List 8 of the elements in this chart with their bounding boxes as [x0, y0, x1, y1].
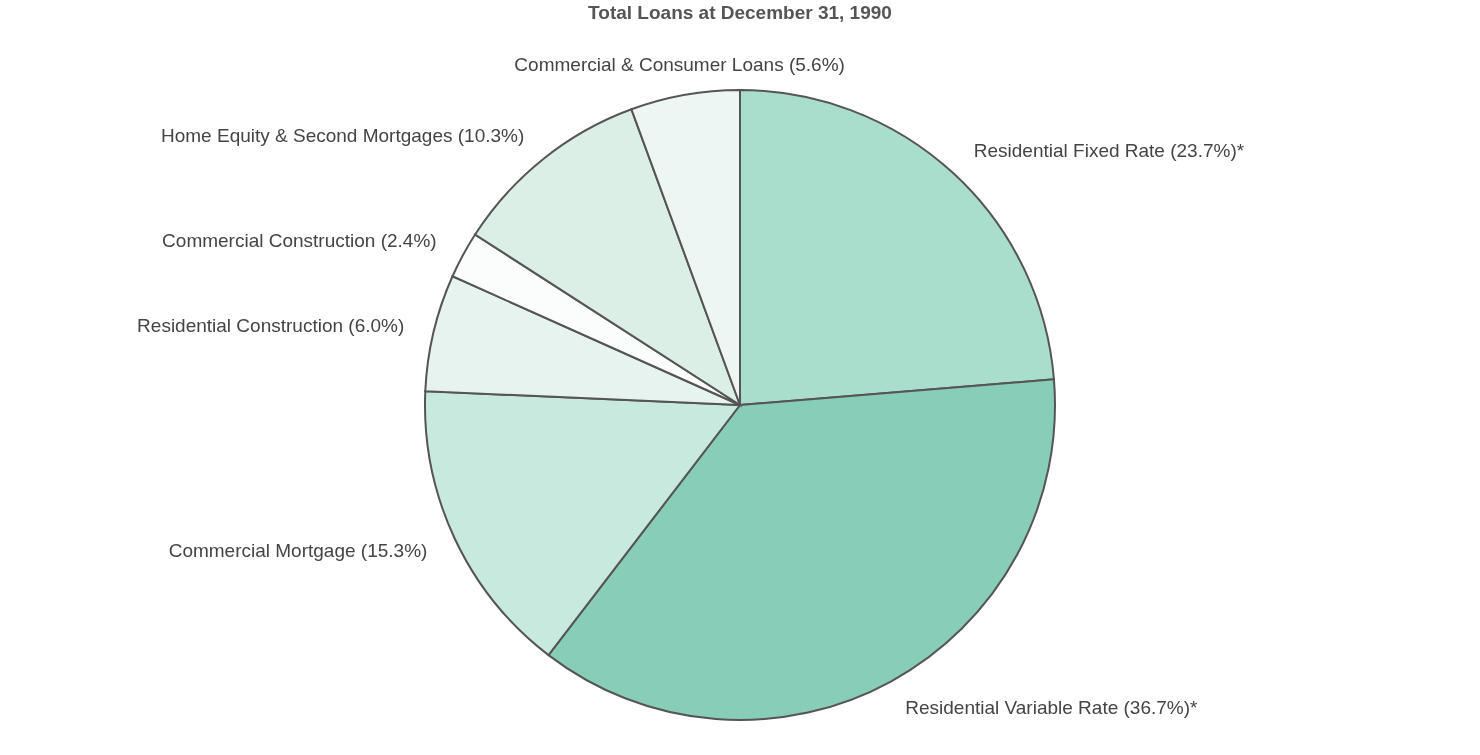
slice-label: Commercial Construction (2.4%): [162, 229, 437, 251]
slice-label: Commercial & Consumer Loans (5.6%): [514, 54, 845, 76]
slice-label: Residential Construction (6.0%): [137, 314, 405, 336]
chart-title: Total Loans at December 31, 1990: [588, 2, 892, 24]
slice-label: Commercial Mortgage (15.3%): [168, 539, 428, 561]
slice-label: Residential Fixed Rate (23.7%)*: [973, 140, 1245, 162]
slice-label: Home Equity & Second Mortgages (10.3%): [160, 124, 525, 146]
slice-label: Residential Variable Rate (36.7%)*: [905, 696, 1199, 718]
